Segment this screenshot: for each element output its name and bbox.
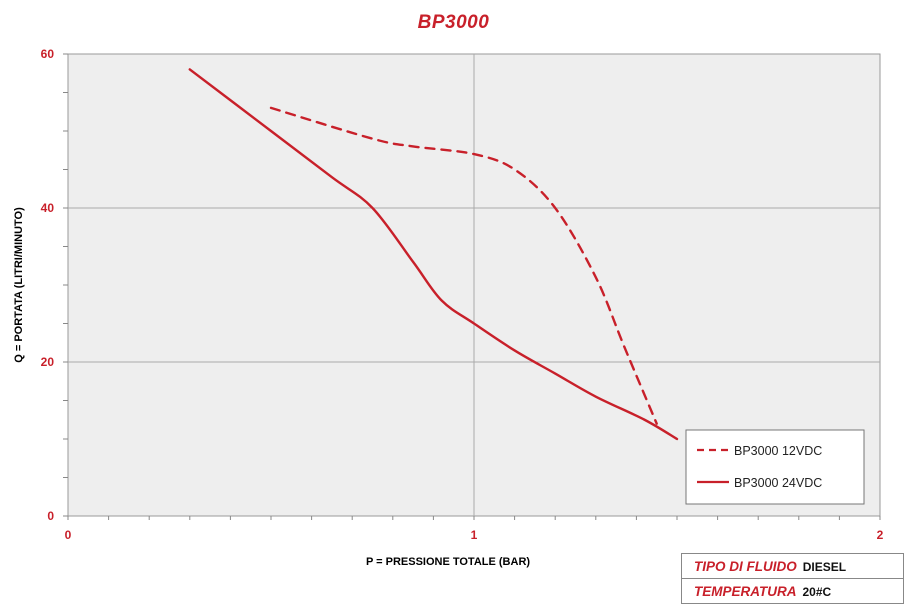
series-line-12vdc bbox=[269, 106, 658, 425]
x-axis-label: P = PRESSIONE TOTALE (BAR) bbox=[366, 556, 530, 568]
y-tick-label: 0 bbox=[47, 509, 54, 523]
temperature-row: TEMPERATURA 20#C bbox=[682, 579, 904, 604]
legend-label-12vdc: BP3000 12VDC bbox=[734, 444, 822, 458]
y-tick-label: 20 bbox=[41, 355, 55, 369]
fluid-info-table: TIPO DI FLUIDO DIESEL TEMPERATURA 20#C bbox=[681, 553, 904, 604]
chart-title: BP3000 bbox=[417, 12, 490, 33]
x-tick-label: 2 bbox=[877, 528, 884, 542]
temperature-value: 20#C bbox=[802, 584, 832, 599]
y-tick-label: 60 bbox=[41, 47, 55, 61]
series-line-24vdc bbox=[188, 68, 679, 441]
y-tick-label: 40 bbox=[41, 201, 55, 215]
y-axis-label: Q = PORTATA (LITRI/MINUTO) bbox=[13, 207, 25, 363]
legend: BP3000 12VDC BP3000 24VDC bbox=[685, 429, 865, 505]
x-tick-label: 0 bbox=[65, 528, 72, 542]
x-tick-label: 1 bbox=[471, 528, 478, 542]
fluid-row: TIPO DI FLUIDO DIESEL bbox=[681, 553, 904, 579]
legend-box bbox=[685, 429, 865, 505]
temperature-label: TEMPERATURA bbox=[694, 583, 797, 599]
fluid-type-label: TIPO DI FLUIDO bbox=[694, 558, 797, 574]
grid-lines bbox=[68, 54, 880, 516]
legend-label-24vdc: BP3000 24VDC bbox=[734, 476, 822, 490]
fluid-type-value: DIESEL bbox=[802, 559, 847, 574]
series-group bbox=[188, 68, 679, 441]
